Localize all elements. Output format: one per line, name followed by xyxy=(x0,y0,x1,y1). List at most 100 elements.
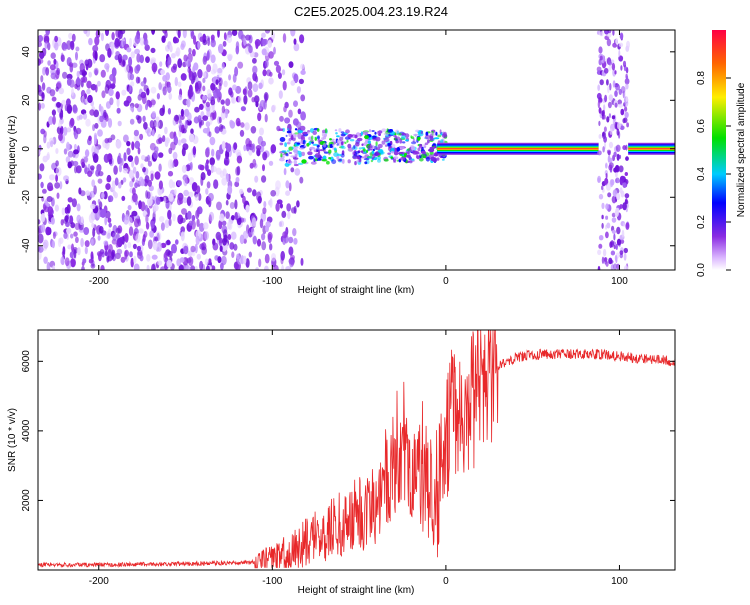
spectrogram-noise-blob xyxy=(246,187,252,193)
spectrogram-cloud-blob xyxy=(375,151,380,156)
spectrogram-xtick-label: -100 xyxy=(262,276,282,287)
spectrogram-interference-blob xyxy=(602,146,605,153)
spectrogram-noise-blob xyxy=(170,141,176,151)
spectrogram-cloud-blob xyxy=(322,158,328,162)
spectrogram-noise-blob xyxy=(126,47,132,53)
spectrogram-noise-blob xyxy=(144,204,149,213)
spectrogram-interference-blob xyxy=(615,84,621,91)
spectrogram-noise-blob xyxy=(245,137,251,147)
spectrogram-noise-blob xyxy=(299,34,305,44)
spectrogram-noise-blob xyxy=(111,251,115,260)
spectrogram-noise-blob xyxy=(282,231,288,239)
spectrogram-interference-blob xyxy=(598,107,602,114)
spectrogram-noise-blob xyxy=(128,56,133,67)
spectrogram-cloud-blob xyxy=(383,132,390,136)
spectrogram-noise-blob xyxy=(252,83,259,93)
spectrogram-noise-blob xyxy=(250,126,257,134)
spectrogram-noise-blob xyxy=(108,222,112,228)
spectrogram-noise-blob xyxy=(111,180,116,191)
spectrogram-noise-blob xyxy=(63,148,68,155)
spectrogram-noise-blob xyxy=(177,81,182,88)
spectrogram-noise-blob xyxy=(251,217,257,227)
spectrogram-interference-blob xyxy=(614,102,618,108)
spectrogram-noise-blob xyxy=(180,108,184,117)
spectrogram-noise-blob xyxy=(284,117,291,124)
spectrogram-noise-blob xyxy=(178,94,183,101)
spectrogram-noise-blob xyxy=(195,76,199,83)
spectrogram-noise-blob xyxy=(223,159,229,166)
spectrogram-interference-blob xyxy=(597,265,601,270)
spectrogram-interference-blob xyxy=(602,132,605,137)
spectrogram-noise-blob xyxy=(221,62,225,70)
spectrogram-interference-blob xyxy=(610,179,615,186)
spectrogram-interference-blob xyxy=(605,173,608,179)
spectrogram-noise-blob xyxy=(150,57,157,63)
spectrogram-noise-blob xyxy=(203,222,209,230)
spectrogram-noise-blob xyxy=(183,54,188,62)
spectrogram-xtick-label: -200 xyxy=(89,276,109,287)
spectrogram-noise-blob xyxy=(183,176,188,187)
spectrogram-interference-blob xyxy=(607,30,612,34)
spectrogram-cloud-blob xyxy=(336,153,342,157)
spectrogram-noise-blob xyxy=(50,140,54,148)
spectrogram-interference-blob xyxy=(624,78,630,85)
spectrogram-cloud-blob xyxy=(294,128,298,131)
spectrogram-noise-blob xyxy=(115,139,122,149)
spectrogram-cloud-blob xyxy=(341,159,344,163)
spectrogram-interference-blob xyxy=(608,61,612,66)
spectrogram-interference-blob xyxy=(602,248,607,257)
spectrogram-noise-region xyxy=(38,30,306,270)
spectrogram-noise-blob xyxy=(129,105,134,111)
spectrogram-noise-blob xyxy=(140,91,147,99)
spectrogram-noise-blob xyxy=(129,37,132,48)
spectrogram-noise-blob xyxy=(90,203,96,210)
spectrogram-noise-blob xyxy=(128,85,133,94)
spectrogram-noise-blob xyxy=(105,30,109,36)
snr-ylabel: SNR (10 * v/v) xyxy=(7,408,18,472)
spectrogram-xtick-label: 0 xyxy=(443,276,449,287)
spectrogram-cloud-blob xyxy=(347,134,353,138)
spectrogram-noise-blob xyxy=(281,210,287,218)
spectrogram-noise-blob xyxy=(181,138,187,144)
spectrogram-interference-blob xyxy=(599,79,604,86)
spectrogram-noise-blob xyxy=(197,69,203,79)
spectrogram-cloud-blob xyxy=(418,152,422,156)
spectrogram-cloud-blob xyxy=(293,146,299,149)
spectrogram-cloud-blob xyxy=(310,161,317,165)
spectrogram-noise-blob xyxy=(94,145,99,155)
spectrogram-noise-blob xyxy=(155,121,161,128)
spectrogram-noise-blob xyxy=(151,62,158,73)
spectrogram-cloud-blob xyxy=(394,135,398,140)
spectrogram-cloud-blob xyxy=(405,139,409,142)
spectrogram-noise-blob xyxy=(293,73,299,84)
spectrogram-noise-blob xyxy=(123,134,129,143)
spectrogram-noise-blob xyxy=(189,161,193,171)
spectrogram-noise-blob xyxy=(150,173,154,182)
spectrogram-cloud-blob xyxy=(279,157,285,162)
spectrogram-noise-blob xyxy=(203,71,207,78)
spectrogram-noise-blob xyxy=(107,118,113,128)
spectrogram-noise-blob xyxy=(243,37,247,46)
spectrogram-noise-blob xyxy=(66,98,71,107)
spectrogram-cloud-blob xyxy=(301,151,305,157)
spectrogram-noise-blob xyxy=(66,204,71,214)
spectrogram-interference-blob xyxy=(611,115,616,120)
spectrogram-interference-blob xyxy=(620,108,625,116)
spectrogram-noise-blob xyxy=(171,243,177,254)
spectrogram-cloud-blob xyxy=(414,151,420,155)
spectrogram-interference-blob xyxy=(613,233,616,241)
spectrogram-noise-blob xyxy=(199,36,204,42)
spectrogram-noise-blob xyxy=(300,134,304,140)
spectrogram-noise-blob xyxy=(45,226,51,236)
spectrogram-noise-blob xyxy=(268,77,274,85)
spectrogram-noise-blob xyxy=(146,264,150,270)
spectrogram-noise-blob xyxy=(210,54,216,64)
spectrogram-ylabel: Frequency (Hz) xyxy=(7,116,18,185)
spectrogram-noise-blob xyxy=(218,219,223,230)
colorbar-tick-label: 0.2 xyxy=(696,215,707,229)
spectrogram-noise-blob xyxy=(150,220,155,229)
spectrogram-noise-blob xyxy=(116,248,123,255)
spectrogram-noise-blob xyxy=(255,41,259,50)
spectrogram-interference-blob xyxy=(626,122,629,128)
